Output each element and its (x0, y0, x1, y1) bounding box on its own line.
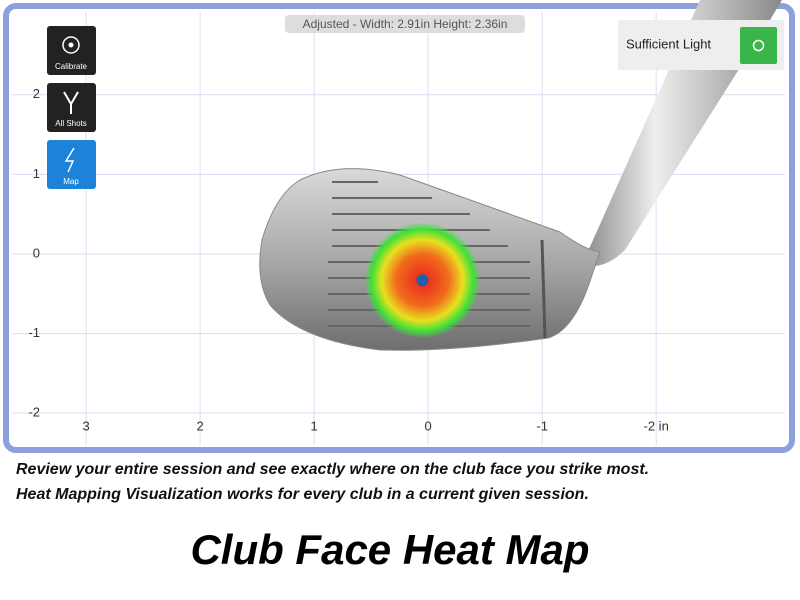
tool-label: Calibrate (55, 62, 88, 71)
impact-point (416, 274, 429, 287)
x-tick-label: 2 (197, 418, 204, 433)
page-title: Club Face Heat Map (190, 526, 589, 573)
tool-label: All Shots (55, 119, 87, 128)
y-tick-label: 2 (33, 86, 40, 101)
caption-line: Review your entire session and see exact… (16, 461, 649, 478)
caption-line: Heat Mapping Visualization works for eve… (16, 486, 589, 503)
status-pill (285, 15, 525, 33)
x-tick-label: 1 (311, 418, 318, 433)
x-tick-label: -1 (536, 418, 548, 433)
tool-all-shots[interactable]: All Shots (47, 83, 96, 132)
y-tick-label: 0 (33, 245, 40, 260)
light-icon (752, 39, 765, 52)
y-tick-label: 1 (33, 166, 40, 181)
tool-map[interactable]: Map (47, 140, 96, 189)
x-tick-label: 3 (82, 418, 89, 433)
tool-calibrate[interactable]: Calibrate (47, 26, 96, 75)
y-tick-label: -2 (28, 405, 40, 420)
x-tick-label: -2 in (644, 418, 669, 433)
y-tick-label: -1 (28, 325, 40, 340)
light-text: Sufficient Light (626, 36, 711, 51)
tool-label: Map (63, 177, 79, 186)
status-text: Adjusted - Width: 2.91in Height: 2.36in (303, 17, 508, 31)
light-button[interactable] (740, 27, 777, 64)
x-tick-label: 0 (425, 418, 432, 433)
